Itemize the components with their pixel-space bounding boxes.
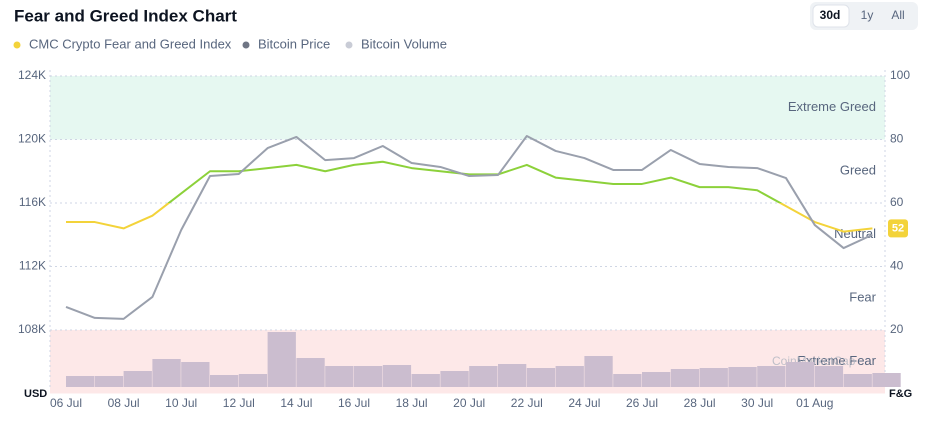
volume-bar [843,374,872,387]
current-value: 52 [892,222,904,234]
fear-greed-line [66,160,873,233]
legend-dot [13,41,21,49]
volume-bar [152,359,181,387]
range-button-active [812,4,850,28]
volume-bar [872,373,901,387]
zone-label: Greed [840,163,876,178]
zone-band [50,76,885,140]
y-tick-label: 116K [19,195,46,209]
x-tick-label: 24 Jul [568,396,600,410]
volume-bar [66,376,95,387]
volume-bar [584,356,613,387]
volume-bar [123,371,152,387]
y2-tick-label: 100 [890,68,910,82]
y2-tick-label: 40 [890,259,904,273]
range-button[interactable]: 30d [820,8,841,22]
y2-tick-label: 80 [890,132,904,146]
price-line [65,135,873,320]
x-tick-label: 06 Jul [50,396,82,410]
x-tick-label: 30 Jul [741,396,773,410]
volume-bar [267,332,296,387]
volume-bar [670,369,700,387]
y2-axis-name: F&G [889,388,912,400]
x-tick-label: 12 Jul [223,396,255,410]
volume-bar [210,375,239,387]
y2-tick-label: 60 [890,195,904,209]
x-tick-label: 14 Jul [280,396,312,410]
volume-bar [699,368,728,387]
y-tick-label: 120K [18,132,46,146]
y-tick-label: 108K [18,322,46,336]
volume-bar [296,358,325,387]
x-tick-label: 18 Jul [396,396,428,410]
legend-dot [242,41,250,49]
x-tick-label: 01 Aug [796,396,833,410]
zone-label: Extreme Greed [788,99,876,114]
volume-bar [757,366,786,387]
current-badge [888,219,908,238]
y-axis-name: USD [24,388,47,400]
volume-bar [498,364,527,387]
volume-bar [325,366,354,387]
range-button[interactable]: 1y [861,8,874,22]
volume-bar [526,368,556,387]
legend-label: CMC Crypto Fear and Greed Index [29,36,232,51]
zone-band [50,266,885,330]
zone-band [50,203,885,267]
volume-bar [786,362,815,387]
x-tick-label: 26 Jul [626,396,658,410]
volume-bar [440,371,469,387]
volume-bar [642,372,671,387]
zone-label: Fear [849,290,876,305]
volume-bar [613,374,642,387]
volume-bar [238,374,268,387]
volume-bar [94,376,124,387]
legend-label: Bitcoin Volume [361,36,447,51]
y2-tick-label: 20 [890,322,904,336]
range-button[interactable]: All [891,8,904,22]
x-tick-label: 28 Jul [684,396,716,410]
legend-dot [345,41,353,49]
volume-bar [411,374,440,387]
y-tick-label: 124K [18,68,46,82]
y-tick-label: 112K [19,259,46,273]
x-tick-label: 10 Jul [165,396,197,410]
volume-bar [354,366,383,387]
x-tick-label: 20 Jul [453,396,485,410]
zone-label: Extreme Fear [797,353,876,368]
x-tick-label: 22 Jul [511,396,543,410]
x-tick-label: 16 Jul [338,396,370,410]
volume-bar [728,367,757,387]
volume-bar [382,365,412,387]
volume-bar [555,366,584,387]
chart-title: Fear and Greed Index Chart [14,6,237,25]
x-tick-label: 08 Jul [108,396,140,410]
zone-band [50,139,885,203]
legend-label: Bitcoin Price [258,36,330,51]
volume-bar [469,366,498,387]
volume-bar [181,362,210,387]
volume-bar [814,366,844,387]
